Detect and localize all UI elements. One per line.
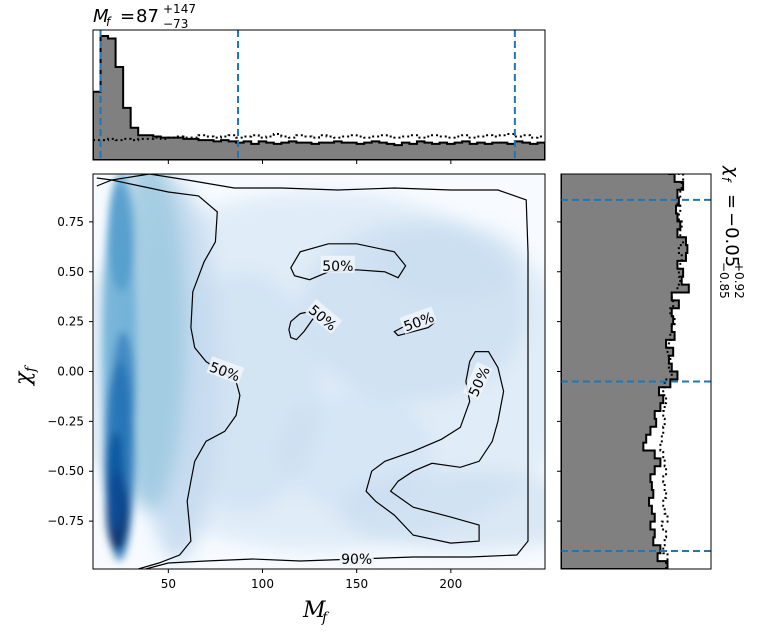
contour-label-5: 90% [339, 549, 374, 568]
y-tick-label-1: 0.50 [57, 265, 84, 279]
y-tick-label-0: 0.75 [57, 215, 84, 229]
y-tick-label-2: 0.25 [57, 315, 84, 329]
x-param-title: M f = 87 +147 −73 [93, 2, 196, 31]
y-axis-label-sub: f [23, 364, 39, 373]
y-title-equals: = [721, 194, 742, 209]
x-title-symbol: M [93, 6, 109, 27]
x-title-sub: f [106, 15, 112, 29]
x-tick-label-1: 100 [251, 577, 274, 591]
x-axis-label-symbol: M [302, 598, 326, 623]
y-title-median: −0.05 [721, 212, 742, 267]
x-prior-histogram [93, 132, 545, 142]
y-marginal-histogram [557, 173, 712, 570]
x-title-plus: +147 [163, 2, 196, 16]
y-title-symbol: χ [721, 165, 742, 178]
contour-label-text: 50% [322, 259, 353, 275]
y-title-plus: +0.92 [732, 262, 746, 299]
x-marginal-histogram [92, 29, 546, 164]
x-hist-frame [92, 29, 546, 161]
joint-density-panel: 50%50% 50%50% 50%90% 50 100 150 200 0.750.500… [47, 173, 546, 591]
contour-label-text: 90% [341, 552, 372, 568]
x-tick-label-3: 200 [439, 577, 462, 591]
x-title-equals: = [120, 6, 135, 27]
y-tick-label-6: −0.75 [47, 514, 84, 528]
x-axis-label: M f [302, 598, 330, 626]
y-title-minus: −0.85 [717, 262, 731, 299]
x-tick-label-0: 50 [161, 577, 176, 591]
y-tick-label-4: −0.25 [47, 414, 84, 428]
density-blob [375, 221, 527, 302]
x-title-minus: −73 [163, 17, 188, 31]
contour-50-lowerright [365, 351, 505, 544]
contour-50-small [288, 311, 317, 341]
density-core [108, 174, 135, 292]
contour-label-0: 50% [320, 255, 355, 275]
contour-90 [96, 174, 529, 569]
y-param-title: χ f = −0.05 +0.92 −0.85 [717, 165, 746, 299]
density-core [106, 431, 126, 532]
x-posterior-histogram [93, 35, 545, 160]
density-core [111, 331, 135, 452]
x-title-median: 87 [136, 6, 159, 27]
y-axis-label: χ f [11, 364, 39, 387]
y-title-sub: f [719, 177, 733, 183]
y-tick-label-5: −0.50 [47, 464, 84, 478]
density-blob [281, 391, 432, 512]
x-tick-label-2: 150 [345, 577, 368, 591]
x-axis-label-sub: f [321, 610, 330, 626]
y-axis-label-symbol: χ [11, 370, 36, 387]
y-tick-label-3: 0.00 [57, 365, 84, 379]
y-prior-histogram [659, 174, 685, 569]
contour-50-upper [290, 243, 407, 281]
